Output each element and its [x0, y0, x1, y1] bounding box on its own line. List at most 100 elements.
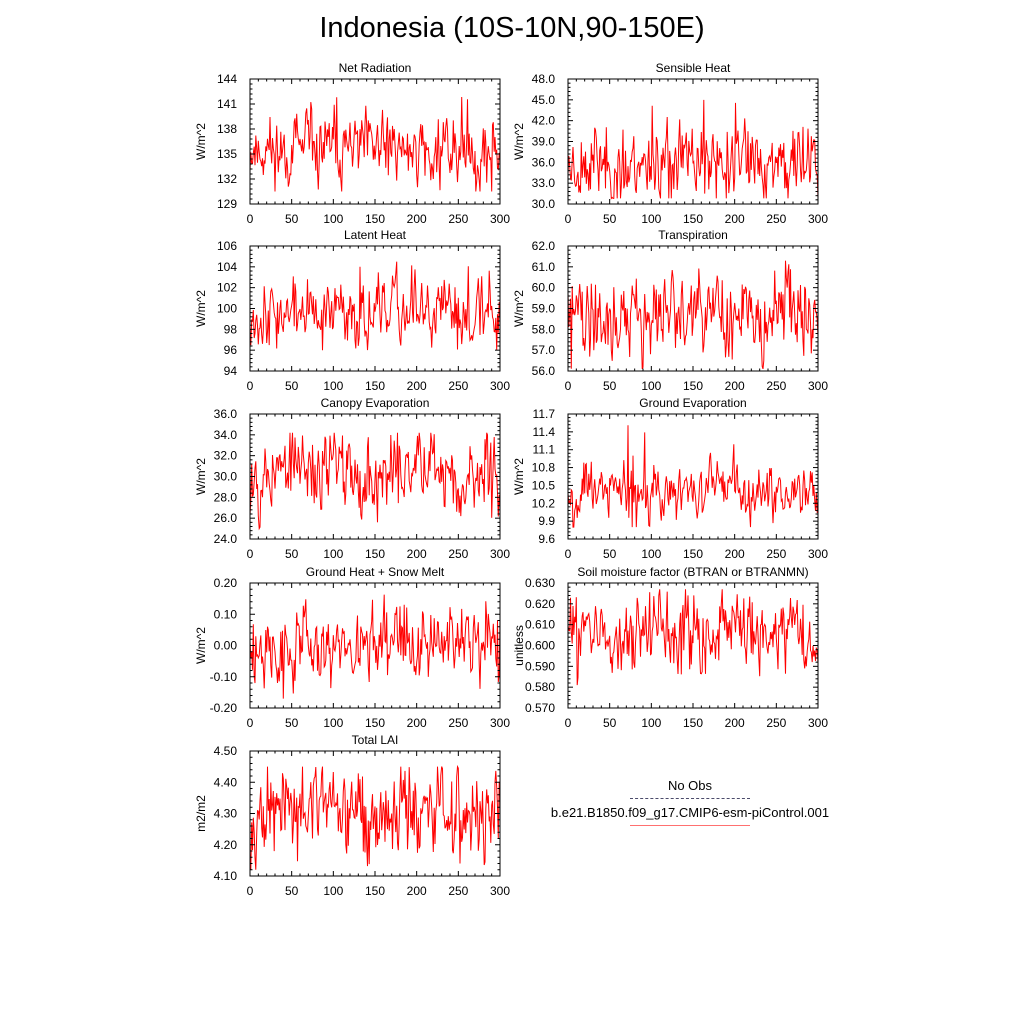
x-tick-label: 150 [365, 716, 385, 730]
series-line [567, 589, 819, 686]
series-line [249, 261, 501, 351]
panel-title: Total LAI [352, 733, 399, 747]
x-tick-label: 300 [808, 547, 828, 561]
x-tick-label: 300 [808, 716, 828, 730]
x-tick-label: 50 [603, 716, 617, 730]
y-tick-label: 28.0 [214, 490, 238, 504]
x-tick-label: 100 [323, 716, 343, 730]
x-tick-label: 100 [323, 884, 343, 898]
x-tick-label: 50 [285, 212, 299, 226]
chart-panel-1: 0 50 100 150 200 250 300 129 132 135 138 141 144 Net … [194, 61, 510, 226]
x-tick-label: 250 [448, 547, 468, 561]
panel-title: Ground Heat + Snow Melt [306, 565, 445, 579]
y-tick-label: 100 [217, 302, 237, 316]
y-tick-label: 0.610 [525, 618, 555, 632]
x-tick-label: 300 [490, 884, 510, 898]
series-line [567, 99, 819, 200]
x-tick-label: 100 [323, 379, 343, 393]
plot-frame [567, 413, 819, 540]
chart-panel-8: 0 50 100 150 200 250 300 0.570 0.580 0.590 0.600 0.… [512, 565, 828, 730]
x-tick-label: 0 [565, 716, 572, 730]
x-tick-label: 200 [407, 547, 427, 561]
y-tick-label: 36.0 [214, 407, 238, 421]
y-tick-label: 4.30 [214, 807, 238, 821]
y-tick-label: 0.00 [214, 639, 238, 653]
panel-title: Latent Heat [344, 228, 407, 242]
panel-title: Soil moisture factor (BTRAN or BTRANMN) [577, 565, 808, 579]
y-tick-label: 129 [217, 197, 237, 211]
x-tick-label: 250 [766, 716, 786, 730]
y-tick-label: 48.0 [532, 72, 556, 86]
y-tick-label: 62.0 [532, 239, 556, 253]
x-tick-label: 250 [766, 212, 786, 226]
x-tick-label: 250 [448, 884, 468, 898]
x-tick-label: 300 [808, 212, 828, 226]
legend-model-label: b.e21.B1850.f09_g17.CMIP6-esm-piControl.… [550, 805, 830, 820]
legend-obs-line [630, 798, 750, 799]
y-tick-label: 0.580 [525, 680, 555, 694]
x-tick-label: 50 [603, 212, 617, 226]
y-tick-label: 30.0 [214, 470, 238, 484]
y-tick-label: 9.9 [538, 514, 555, 528]
y-axis-label: W/m^2 [194, 290, 208, 327]
x-tick-label: 200 [725, 379, 745, 393]
y-tick-label: 10.5 [532, 478, 556, 492]
series-line [567, 425, 819, 528]
y-tick-label: 135 [217, 147, 237, 161]
x-tick-label: 100 [323, 547, 343, 561]
x-tick-label: 50 [285, 884, 299, 898]
x-tick-label: 100 [641, 716, 661, 730]
y-tick-label: 36.0 [532, 155, 556, 169]
x-tick-label: 300 [490, 379, 510, 393]
y-tick-label: 11.1 [533, 443, 556, 457]
y-tick-label: 4.20 [214, 838, 238, 852]
panel-title: Net Radiation [339, 61, 412, 75]
series-line [249, 96, 501, 192]
series-line [249, 594, 501, 699]
y-tick-label: 98 [224, 322, 238, 336]
x-tick-label: 200 [725, 212, 745, 226]
y-tick-label: 45.0 [532, 93, 556, 107]
x-tick-label: 150 [365, 884, 385, 898]
x-tick-label: 300 [490, 212, 510, 226]
y-tick-label: -0.10 [210, 670, 238, 684]
x-tick-label: 200 [725, 716, 745, 730]
x-tick-label: 100 [641, 212, 661, 226]
x-tick-label: 200 [407, 716, 427, 730]
y-tick-label: 59.0 [532, 302, 556, 316]
chart-panel-4: 0 50 100 150 200 250 300 56.0 57.0 58.0 59.0 60.0 61… [512, 228, 828, 393]
y-tick-label: -0.20 [210, 701, 238, 715]
x-tick-label: 100 [641, 379, 661, 393]
x-tick-label: 150 [683, 716, 703, 730]
panel-title: Transpiration [658, 228, 728, 242]
x-tick-label: 50 [285, 716, 299, 730]
y-tick-label: 39.0 [532, 135, 556, 149]
x-tick-label: 50 [285, 379, 299, 393]
y-tick-label: 10.2 [532, 496, 556, 510]
y-axis-label: W/m^2 [194, 627, 208, 664]
y-tick-label: 60.0 [532, 281, 556, 295]
y-tick-label: 96 [224, 343, 238, 357]
x-tick-label: 150 [365, 547, 385, 561]
y-tick-label: 33.0 [532, 176, 556, 190]
y-tick-label: 0.620 [525, 597, 555, 611]
y-tick-label: 138 [217, 122, 237, 136]
y-tick-label: 0.600 [525, 639, 555, 653]
y-tick-label: 141 [217, 97, 237, 111]
x-tick-label: 250 [448, 716, 468, 730]
y-tick-label: 106 [217, 239, 237, 253]
y-axis-label: unitless [512, 625, 526, 666]
y-tick-label: 104 [217, 260, 237, 274]
x-tick-label: 0 [247, 212, 254, 226]
x-tick-label: 0 [565, 547, 572, 561]
y-tick-label: 4.40 [214, 775, 238, 789]
x-tick-label: 100 [641, 547, 661, 561]
page-title: Indonesia (10S-10N,90-150E) [319, 12, 705, 44]
y-axis-label: W/m^2 [194, 123, 208, 160]
x-tick-label: 300 [808, 379, 828, 393]
y-tick-label: 26.0 [214, 511, 238, 525]
chart-panel-5: 0 50 100 150 200 250 300 24.0 26.0 28.0 30.0 32.0 34… [194, 396, 510, 561]
chart-panel-9: 0 50 100 150 200 250 300 4.10 4.20 4.30 4.40 4.50 To… [194, 733, 510, 898]
x-tick-label: 150 [365, 379, 385, 393]
x-tick-label: 50 [285, 547, 299, 561]
